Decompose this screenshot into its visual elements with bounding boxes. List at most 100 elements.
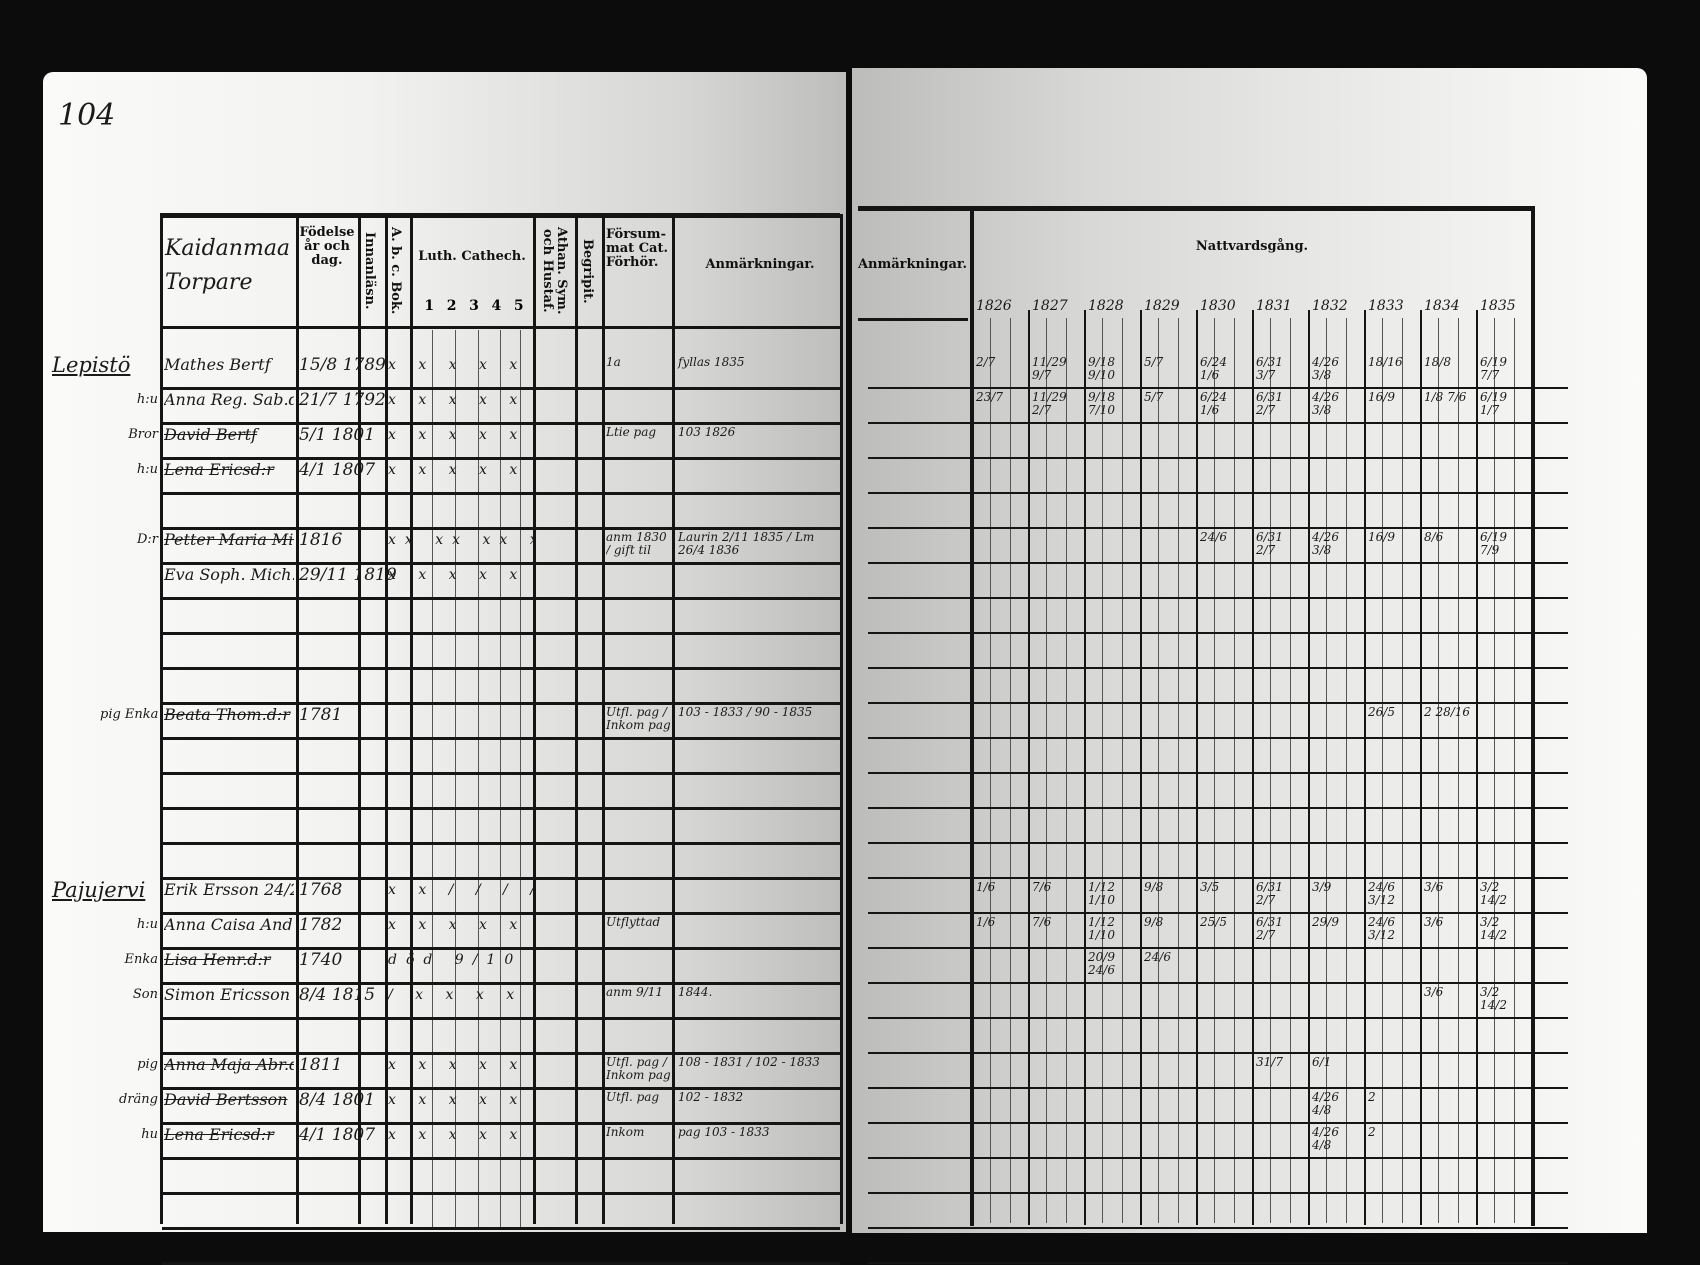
relation: Bror <box>128 427 158 442</box>
part-2: 2 <box>446 298 457 314</box>
row-rule <box>162 1192 840 1195</box>
year-header: 1834 <box>1424 298 1460 314</box>
header-rule <box>858 318 968 321</box>
row-rule <box>162 1122 840 1125</box>
person-name: Anna Caisa And.d:r <box>164 916 294 934</box>
communion-mark: 6/19 7/7 <box>1480 355 1507 382</box>
row-rule <box>162 1087 840 1090</box>
year-column-rule <box>1084 310 1086 1225</box>
sub-column-rule <box>1046 318 1047 1223</box>
communion-mark: 2 <box>1368 1125 1376 1139</box>
place-name: Pajujervi <box>52 878 146 902</box>
row-rule <box>868 492 1568 494</box>
forsummat-header: Försum-mat Cat. Förhör. <box>606 227 669 270</box>
communion-mark: 20/9 24/6 <box>1088 950 1115 977</box>
row-rule <box>868 597 1568 599</box>
reading-marks: död 9/10 1840. <box>388 952 533 968</box>
row-rule <box>162 1157 840 1160</box>
communion-mark: 6/24 1/6 <box>1200 390 1227 417</box>
household-heading: Kaidanmaa Torpare <box>165 232 290 300</box>
part-3: 3 <box>469 298 479 314</box>
communion-mark: 3/6 <box>1424 880 1444 894</box>
luther-catechism-header: Luth. Cathech. <box>418 249 526 264</box>
sub-column-rule <box>1010 318 1011 1223</box>
missed-exam-note: anm 9/11 <box>606 986 664 999</box>
communion-mark: 6/1 <box>1312 1055 1332 1069</box>
person-name: Simon Ericsson <box>164 986 291 1004</box>
reading-marks: x x x x x x x <box>388 1092 533 1108</box>
sub-column-rule <box>1066 318 1067 1223</box>
remarks-header-left: Anmärkningar. <box>705 257 815 272</box>
communion-mark: 4/26 4/8 <box>1312 1090 1339 1117</box>
row-rule <box>868 1192 1568 1194</box>
column-rule <box>296 214 299 1224</box>
reading-marks: x x x x x x x <box>388 357 533 373</box>
communion-mark: 5/7 <box>1144 390 1164 404</box>
farm-name: Kaidanmaa <box>165 236 291 261</box>
row-rule <box>868 877 1568 879</box>
communion-header: Nattvardsgång. <box>1195 239 1309 254</box>
sub-column-rule <box>432 330 433 1230</box>
missed-exam-note: Utfl. pag <box>606 1091 660 1104</box>
row-rule <box>868 947 1568 949</box>
year-header: 1831 <box>1256 298 1292 314</box>
communion-mark: 9/8 <box>1144 880 1164 894</box>
row-rule <box>162 422 840 425</box>
page-number: 104 <box>58 98 116 133</box>
sub-column-rule <box>1346 318 1347 1223</box>
birth-date: 15/8 1789 <box>299 355 386 375</box>
row-rule <box>868 422 1568 424</box>
communion-mark: 24/6 3/12 <box>1368 880 1395 907</box>
person-name: Anna Maja Abr.d:r <box>164 1056 294 1074</box>
birth-date: 29/11 1819 <box>299 565 397 585</box>
year-column-rule <box>1196 310 1198 1225</box>
communion-mark: 11/29 9/7 <box>1032 355 1067 382</box>
birth-date: 21/7 1792 <box>299 390 386 410</box>
year-column-rule <box>1252 310 1254 1225</box>
column-rule <box>358 214 361 1224</box>
row-rule <box>162 527 840 530</box>
reading-marks: x x x x x x x <box>388 917 533 933</box>
row-rule <box>868 737 1568 739</box>
sub-column-rule <box>1122 318 1123 1223</box>
row-rule <box>868 912 1568 914</box>
communion-mark: 24/6 <box>1200 530 1227 544</box>
communion-mark: 8/6 <box>1424 530 1444 544</box>
communion-mark: 1/12 1/10 <box>1088 880 1115 907</box>
reading-marks: x x x x x x x <box>388 1127 533 1143</box>
row-rule <box>868 562 1568 564</box>
row-rule <box>162 842 840 845</box>
communion-mark: 3/2 14/2 <box>1480 880 1507 907</box>
year-column-rule <box>1532 310 1534 1225</box>
missed-exam-note: Inkom <box>606 1126 645 1139</box>
row-rule <box>162 982 840 985</box>
relation: pig Enka <box>100 707 159 722</box>
birth-date: 8/4 1815 <box>299 985 376 1005</box>
row-rule <box>868 457 1568 459</box>
missed-exam-note: anm 1830 / gift til <box>606 531 667 557</box>
sub-column-rule <box>500 330 501 1230</box>
year-header: 1833 <box>1368 298 1404 314</box>
sub-column-rule <box>1326 318 1327 1223</box>
row-rule <box>162 1227 840 1230</box>
row-rule <box>162 947 840 950</box>
communion-mark: 5/7 <box>1144 355 1164 369</box>
communion-mark: 6/31 2/7 <box>1256 880 1283 907</box>
year-header: 1829 <box>1144 298 1180 314</box>
sub-column-rule <box>1494 318 1495 1223</box>
birth-header: Födelse år och dag. <box>299 225 355 268</box>
part-5: 5 <box>513 298 524 314</box>
catechism-parts: 1 2 3 4 5 <box>418 298 530 314</box>
reading-marks: xx xx xx xx xx xx xx <box>388 532 533 548</box>
year-header: 1827 <box>1032 298 1068 314</box>
person-name: Lisa Henr.d:r <box>164 951 271 969</box>
communion-mark: 6/19 1/7 <box>1480 390 1507 417</box>
row-rule <box>162 562 840 565</box>
person-name: Mathes Bertf <box>164 356 271 374</box>
year-header: 1826 <box>976 298 1012 314</box>
relation: h:u <box>136 917 158 932</box>
row-rule <box>162 772 840 775</box>
row-rule <box>162 702 840 705</box>
farm-type: Torpare <box>165 270 253 295</box>
sub-column-rule <box>1382 318 1383 1223</box>
